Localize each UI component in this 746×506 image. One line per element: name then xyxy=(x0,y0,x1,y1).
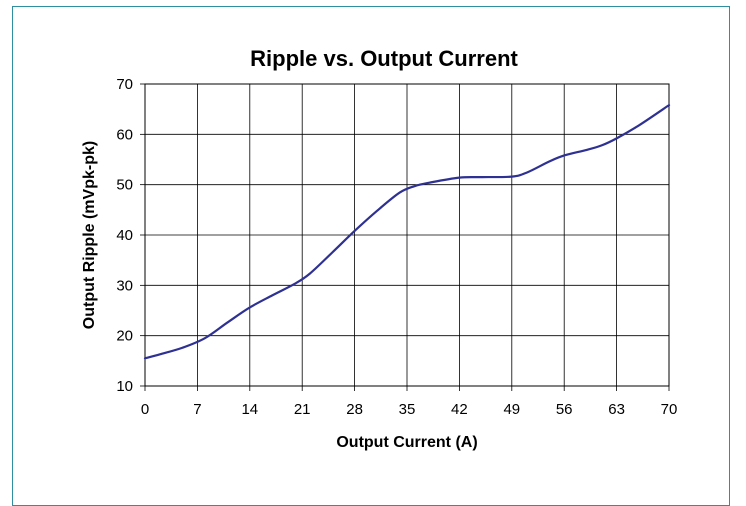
y-tick-label: 20 xyxy=(116,328,133,345)
y-tick-labels: 10 20 30 40 50 60 70 xyxy=(116,76,133,395)
series-line xyxy=(143,104,671,360)
y-tick-label: 50 xyxy=(116,177,133,194)
x-tick-label: 63 xyxy=(608,401,625,418)
x-tick-label: 70 xyxy=(661,401,678,418)
x-tick-label: 14 xyxy=(241,401,258,418)
x-tick-label: 7 xyxy=(193,401,201,418)
x-tick-label: 35 xyxy=(399,401,416,418)
y-tick-label: 60 xyxy=(116,126,133,143)
x-tick-label: 49 xyxy=(503,401,520,418)
y-axis-label: Output Ripple (mVpk-pk) xyxy=(81,141,98,329)
x-tick-label: 28 xyxy=(346,401,363,418)
x-tick-label: 56 xyxy=(556,401,573,418)
x-tick-labels: 0 7 14 21 28 35 42 49 56 63 70 xyxy=(141,401,678,418)
x-tick-label: 0 xyxy=(141,401,149,418)
ripple-chart: Ripple vs. Output Current 0 7 14 21 28 35 42 49… xyxy=(81,46,678,451)
y-tick-label: 70 xyxy=(116,76,133,93)
grid xyxy=(140,83,670,391)
x-tick-label: 42 xyxy=(451,401,468,418)
y-tick-label: 40 xyxy=(116,227,133,244)
x-axis-label: Output Current (A) xyxy=(336,434,477,451)
x-tick-label: 21 xyxy=(294,401,311,418)
chart-title: Ripple vs. Output Current xyxy=(250,46,518,71)
y-tick-label: 30 xyxy=(116,277,133,294)
y-tick-label: 10 xyxy=(116,378,133,395)
